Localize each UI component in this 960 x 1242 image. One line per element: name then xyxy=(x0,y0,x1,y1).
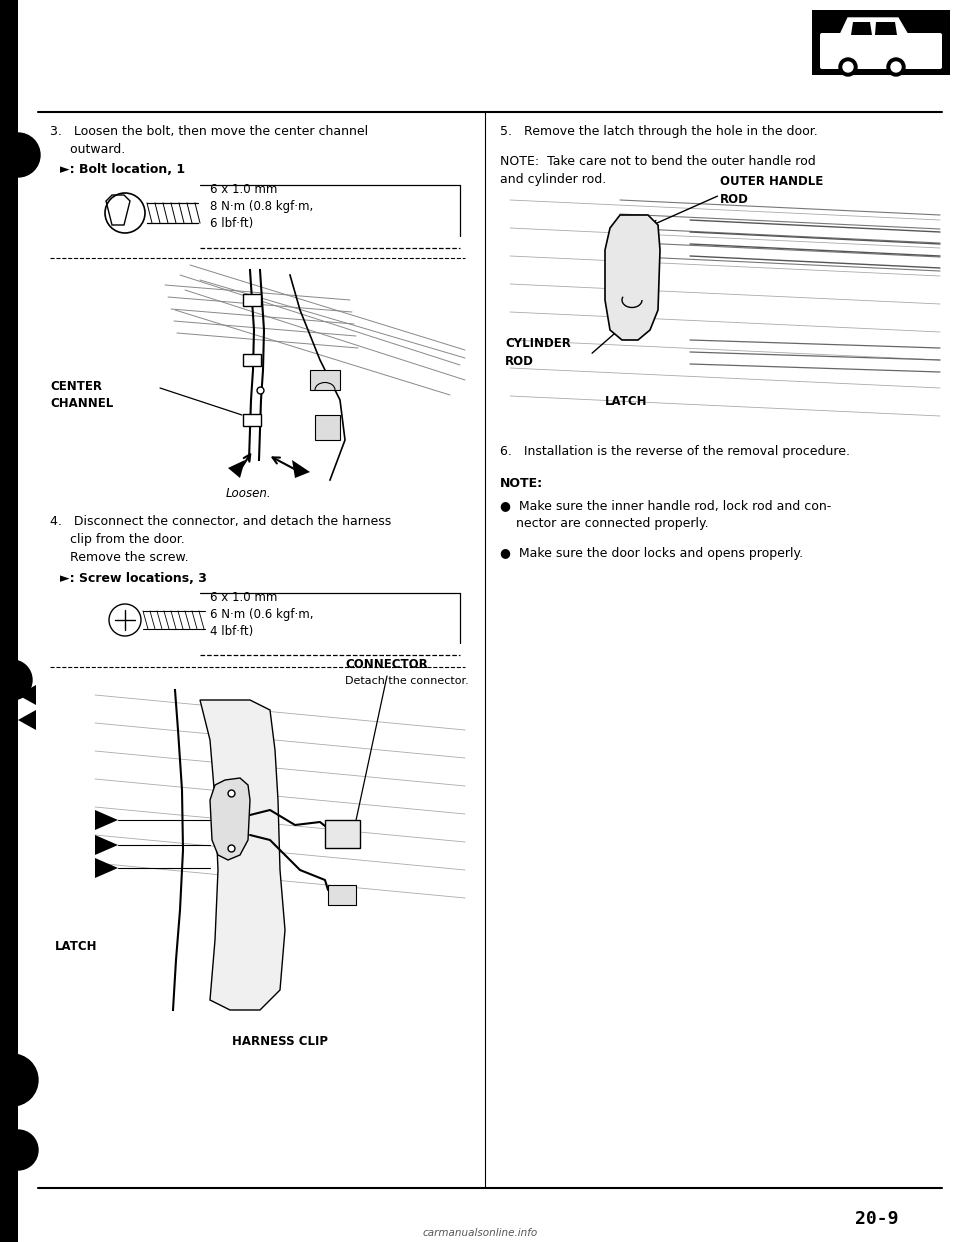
Bar xyxy=(0,0,18,1242)
Text: LATCH: LATCH xyxy=(55,940,98,953)
Text: 8 N·m (0.8 kgf·m,: 8 N·m (0.8 kgf·m, xyxy=(210,200,313,212)
Bar xyxy=(328,886,356,905)
Bar xyxy=(315,415,340,440)
Text: NOTE:: NOTE: xyxy=(500,477,543,491)
Bar xyxy=(812,10,950,75)
Text: CYLINDER: CYLINDER xyxy=(505,337,571,350)
Text: 4.   Disconnect the connector, and detach the harness: 4. Disconnect the connector, and detach … xyxy=(50,515,392,528)
Text: 6 N·m (0.6 kgf·m,: 6 N·m (0.6 kgf·m, xyxy=(210,609,314,621)
Text: LATCH: LATCH xyxy=(605,395,647,409)
Text: ROD: ROD xyxy=(720,193,749,206)
Polygon shape xyxy=(18,710,36,730)
Text: ●  Make sure the door locks and opens properly.: ● Make sure the door locks and opens pro… xyxy=(500,546,804,560)
Polygon shape xyxy=(292,460,310,478)
Text: carmanualsonline.info: carmanualsonline.info xyxy=(422,1228,538,1238)
Circle shape xyxy=(887,58,905,76)
Text: clip from the door.: clip from the door. xyxy=(50,533,184,546)
Text: HARNESS CLIP: HARNESS CLIP xyxy=(232,1035,328,1048)
Text: ROD: ROD xyxy=(505,355,534,368)
Circle shape xyxy=(891,62,901,72)
Text: 20-9: 20-9 xyxy=(855,1210,899,1228)
Polygon shape xyxy=(851,22,872,35)
Bar xyxy=(243,294,261,306)
Text: Remove the screw.: Remove the screw. xyxy=(50,551,188,564)
Text: 6 x 1.0 mm: 6 x 1.0 mm xyxy=(210,183,277,196)
Polygon shape xyxy=(200,700,285,1010)
Text: ●  Make sure the inner handle rod, lock rod and con-: ● Make sure the inner handle rod, lock r… xyxy=(500,499,831,512)
Text: Loosen.: Loosen. xyxy=(226,487,271,501)
Text: ►: Bolt location, 1: ►: Bolt location, 1 xyxy=(60,163,185,176)
Bar xyxy=(243,354,261,366)
Text: CHANNEL: CHANNEL xyxy=(50,397,113,410)
Text: 6.   Installation is the reverse of the removal procedure.: 6. Installation is the reverse of the re… xyxy=(500,445,850,458)
Text: Detach the connector.: Detach the connector. xyxy=(345,676,468,686)
Polygon shape xyxy=(228,460,245,478)
Polygon shape xyxy=(605,215,660,340)
Text: OUTER HANDLE: OUTER HANDLE xyxy=(720,175,824,188)
FancyBboxPatch shape xyxy=(820,34,942,70)
Text: ►: Screw locations, 3: ►: Screw locations, 3 xyxy=(60,573,206,585)
Circle shape xyxy=(0,1130,38,1170)
Text: 3.   Loosen the bolt, then move the center channel: 3. Loosen the bolt, then move the center… xyxy=(50,125,368,138)
Bar xyxy=(325,820,360,848)
Text: 6 x 1.0 mm: 6 x 1.0 mm xyxy=(210,591,277,604)
Circle shape xyxy=(0,133,40,178)
Bar xyxy=(243,414,261,426)
Text: and cylinder rod.: and cylinder rod. xyxy=(500,173,607,186)
Text: CONNECTOR: CONNECTOR xyxy=(345,658,428,671)
Text: 5.   Remove the latch through the hole in the door.: 5. Remove the latch through the hole in … xyxy=(500,125,818,138)
Text: NOTE:  Take care not to bend the outer handle rod: NOTE: Take care not to bend the outer ha… xyxy=(500,155,816,168)
Polygon shape xyxy=(18,686,36,705)
Text: 4 lbf·ft): 4 lbf·ft) xyxy=(210,625,253,638)
Polygon shape xyxy=(95,858,118,878)
Polygon shape xyxy=(95,835,118,854)
Circle shape xyxy=(0,660,32,700)
Text: nector are connected properly.: nector are connected properly. xyxy=(500,517,708,530)
Polygon shape xyxy=(210,777,250,859)
Circle shape xyxy=(0,1054,38,1105)
Polygon shape xyxy=(840,17,908,35)
Circle shape xyxy=(839,58,857,76)
Text: outward.: outward. xyxy=(50,143,125,156)
Polygon shape xyxy=(95,810,118,830)
Text: CENTER: CENTER xyxy=(50,380,102,392)
Text: 6 lbf·ft): 6 lbf·ft) xyxy=(210,217,253,230)
Circle shape xyxy=(843,62,853,72)
Bar xyxy=(310,370,340,390)
Polygon shape xyxy=(875,22,897,35)
